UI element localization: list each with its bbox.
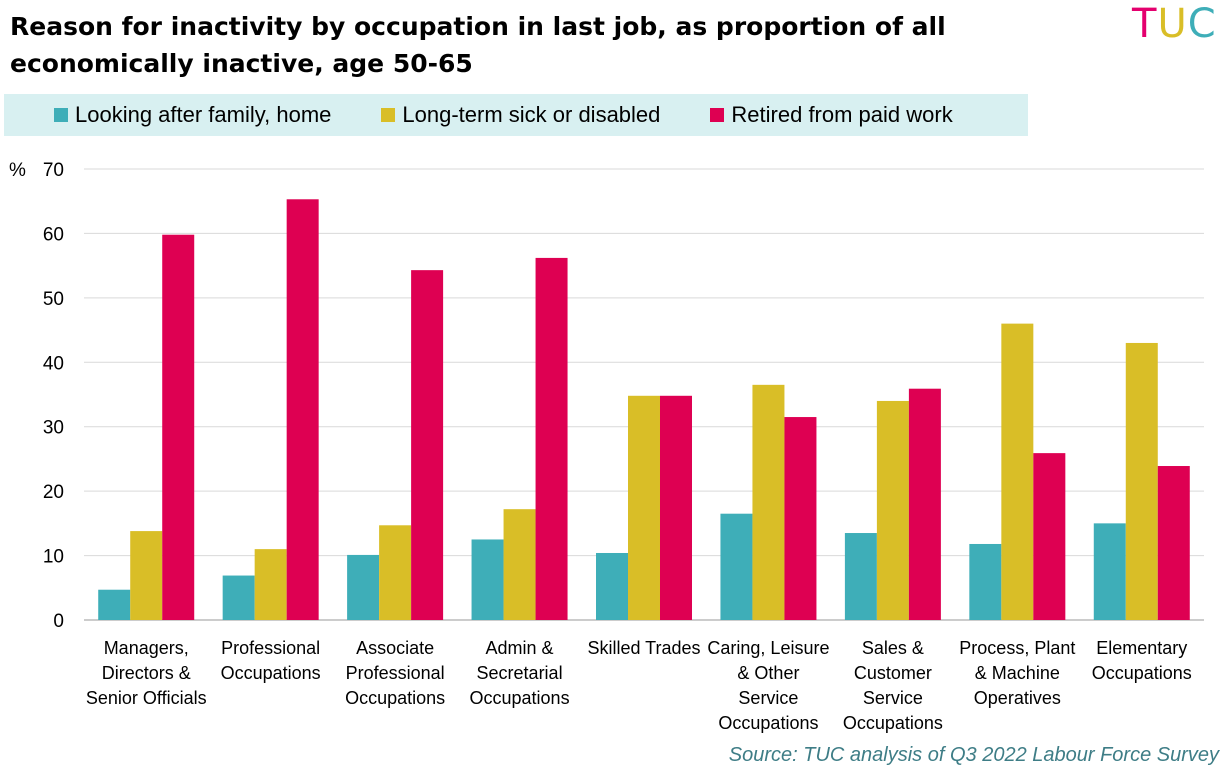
legend-swatch-retired <box>710 108 725 122</box>
x-tick-label-line: Occupations <box>470 688 570 708</box>
bar-sick <box>752 384 785 620</box>
x-tick-label-line: Professional <box>346 663 445 683</box>
x-tick-label-line: Process, Plant <box>959 638 1075 658</box>
x-tick-label-line: Occupations <box>718 713 818 733</box>
bar-retired <box>908 388 941 620</box>
y-tick-label: 30 <box>43 418 64 439</box>
bar-family <box>969 543 1002 620</box>
x-tick-label-line: Caring, Leisure <box>707 638 829 658</box>
bar-retired <box>162 234 195 620</box>
y-axis-label: % <box>9 160 26 181</box>
x-tick-label-line: Secretarial <box>477 663 563 683</box>
bar-retired <box>784 417 817 620</box>
y-tick-label: 20 <box>43 482 64 503</box>
y-tick-label: 40 <box>43 353 64 374</box>
y-tick-label: 0 <box>53 611 64 632</box>
legend-item-sick: Long-term sick or disabled <box>381 102 660 128</box>
bar-family <box>347 554 380 620</box>
x-tick-label: Elementary Occupations <box>1092 638 1192 683</box>
bar-retired <box>660 395 692 620</box>
y-tick-label: 60 <box>43 224 64 245</box>
x-tick-label-line: & Other <box>737 663 799 683</box>
x-tick-label-line: Senior Officials <box>86 688 207 708</box>
y-tick-label: 70 <box>43 160 64 181</box>
y-tick-label: 10 <box>43 547 64 568</box>
legend-item-retired: Retired from paid work <box>710 102 953 128</box>
bar-sick <box>628 395 660 620</box>
logo-letter-c: C <box>1187 1 1217 47</box>
x-tick-label: Professional Occupations <box>221 638 321 683</box>
x-tick-label-line: Operatives <box>974 688 1061 708</box>
bar-retired <box>535 257 568 620</box>
bar-family <box>844 533 877 620</box>
bar-family <box>720 513 753 620</box>
bar-retired <box>411 270 444 620</box>
x-tick-label: Skilled Trades <box>587 638 700 658</box>
bar-chart: 0 10 20 30 40 50 60 70% Managers, Directors & Seni… <box>9 160 1204 733</box>
legend-label-family: Looking after family, home <box>75 102 332 127</box>
x-tick-label: Process, Plant & Machine Operatives <box>959 638 1075 708</box>
x-tick-label: Associate Professional Occupations <box>345 638 445 708</box>
x-tick-label-line: Service <box>863 688 923 708</box>
x-tick-label-line: Occupations <box>1092 663 1192 683</box>
bar-family <box>596 552 628 620</box>
legend-label-sick: Long-term sick or disabled <box>402 102 661 127</box>
legend-label-retired: Retired from paid work <box>731 102 953 127</box>
x-tick-label-line: Occupations <box>843 713 943 733</box>
bar-sick <box>130 531 163 620</box>
bar-sick <box>503 509 536 620</box>
source-note: Source: TUC analysis of Q3 2022 Labour F… <box>728 744 1219 766</box>
y-tick-label: 50 <box>43 289 64 310</box>
bar-sick <box>379 525 412 620</box>
x-tick-label-line: Customer <box>854 663 932 683</box>
bar-family <box>1093 523 1126 620</box>
x-tick-label-line: Occupations <box>345 688 445 708</box>
chart-title: Reason for inactivity by occupation in l… <box>10 12 946 78</box>
tuc-logo: TUC <box>1132 2 1222 46</box>
legend-swatch-sick <box>381 108 396 122</box>
logo-letter-u: U <box>1157 1 1188 47</box>
x-tick-label-line: Elementary <box>1096 638 1187 658</box>
bar-family <box>471 539 504 620</box>
bar-retired <box>1157 466 1190 620</box>
bar-retired <box>286 199 319 620</box>
x-tick-label-line: & Machine <box>975 663 1060 683</box>
bar-sick <box>1125 342 1158 620</box>
bar-sick <box>254 549 287 620</box>
bar-sick <box>1001 323 1034 620</box>
bar-sick <box>876 400 909 620</box>
x-tick-label-line: Directors & <box>102 663 191 683</box>
x-tick-label-line: Service <box>738 688 798 708</box>
x-tick-label: Admin & Secretarial Occupations <box>470 638 570 708</box>
x-tick-label-line: Sales & <box>862 638 924 658</box>
x-tick-label-line: Associate <box>356 638 434 658</box>
legend: Looking after family, home Long-term sic… <box>4 94 1028 136</box>
x-tick-label-line: Managers, <box>104 638 189 658</box>
bar-family <box>222 575 255 620</box>
x-tick-label-line: Occupations <box>221 663 321 683</box>
x-tick-label-line: Skilled Trades <box>587 638 700 658</box>
x-tick-label-line: Professional <box>221 638 320 658</box>
legend-swatch-family <box>54 108 68 122</box>
bar-retired <box>1033 453 1066 620</box>
bar-family <box>98 589 131 620</box>
x-tick-label: Caring, Leisure & Other Service Occupations <box>707 638 829 733</box>
x-tick-label-line: Admin & <box>486 638 554 658</box>
x-tick-label: Sales & Customer Service Occupations <box>843 638 943 733</box>
x-tick-label: Managers, Directors & Senior Officials <box>86 638 207 708</box>
logo-letter-t: T <box>1132 1 1158 47</box>
legend-item-family: Looking after family, home <box>54 102 331 128</box>
